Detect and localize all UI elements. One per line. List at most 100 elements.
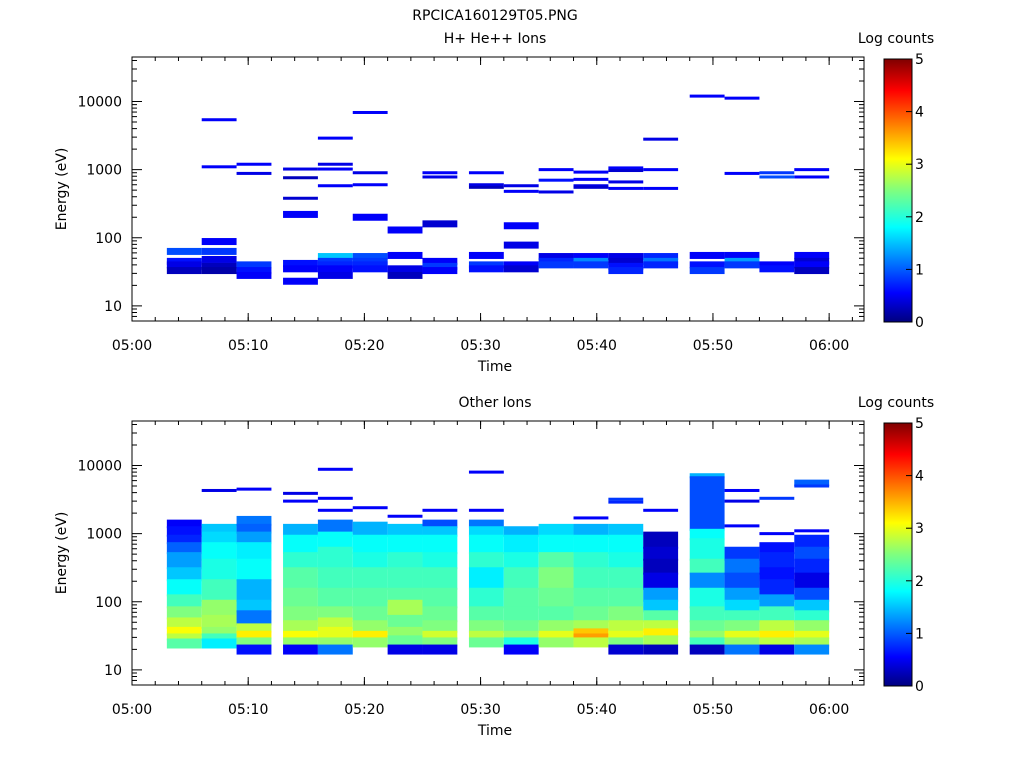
heatmap-cell: [689, 94, 725, 98]
heatmap-cell: [503, 630, 539, 640]
heatmap-cell: [468, 637, 504, 648]
heatmap-cell: [573, 637, 609, 648]
y-tick-label: 10: [104, 299, 122, 315]
colorbar-label: Log counts: [858, 31, 934, 47]
heatmap-cell: [573, 534, 609, 555]
heatmap-cell: [352, 567, 388, 590]
heatmap-cell: [608, 606, 644, 623]
heatmap-cell: [794, 168, 830, 172]
heatmap-cell: [759, 171, 795, 175]
x-axis-label: Time: [477, 723, 512, 739]
heatmap-cell: [608, 166, 644, 170]
heatmap-cell: [724, 251, 760, 259]
heatmap-cell: [573, 587, 609, 609]
heatmap-cell: [794, 572, 830, 590]
heatmap-cell: [352, 587, 388, 609]
heatmap-cell: [236, 542, 272, 561]
heatmap-cell: [422, 220, 458, 228]
colorbar-tick-label: 3: [915, 157, 924, 173]
heatmap-cell: [387, 552, 423, 570]
heatmap-cell: [794, 558, 830, 575]
heatmap-cell: [794, 484, 830, 488]
heatmap-cell: [643, 599, 679, 613]
colorbar-tick-label: 1: [915, 262, 924, 278]
heatmap-cell: [643, 644, 679, 655]
heatmap-cell: [468, 567, 504, 590]
heatmap-cell: [317, 265, 353, 273]
heatmap-cell: [724, 558, 760, 575]
panel-title: Other Ions: [458, 395, 531, 411]
heatmap-cell: [608, 637, 644, 647]
heatmap-cell: [573, 177, 609, 181]
heatmap-cell: [794, 479, 830, 487]
colorbar: [883, 422, 913, 687]
heatmap-cell: [283, 265, 318, 273]
heatmap-cell: [468, 265, 504, 273]
heatmap-cell: [317, 626, 353, 640]
heatmap-cell: [352, 620, 388, 633]
x-tick-label: 05:50: [693, 338, 733, 354]
heatmap-cell: [422, 587, 458, 609]
heatmap-cell: [538, 606, 574, 623]
colorbar-label: Log counts: [858, 395, 934, 411]
heatmap-cell: [503, 261, 539, 269]
y-axis-label: Energy (eV): [54, 148, 70, 231]
heatmap-cell: [573, 606, 609, 623]
heatmap-cell: [643, 508, 679, 512]
heatmap-cell: [573, 261, 609, 269]
heatmap-cell: [352, 171, 388, 175]
heatmap-cell: [166, 638, 202, 649]
y-axis-ticks: 10 100 1000 10000: [77, 59, 864, 322]
heatmap-cell: [317, 271, 353, 279]
heatmap-cell: [283, 259, 318, 267]
heatmap-cell: [236, 644, 272, 655]
heatmap-cell: [352, 261, 388, 269]
heatmap-cell: [201, 165, 237, 169]
heatmap-cell: [794, 546, 830, 561]
heatmap-cell: [794, 620, 830, 633]
heatmap-cell: [643, 531, 679, 549]
heatmap-cell: [643, 558, 679, 575]
heatmap-cell: [236, 515, 272, 526]
heatmap-cell: [468, 534, 504, 555]
figure-title: RPCICA160129T05.PNG: [412, 8, 577, 24]
heatmap-cell: [422, 257, 458, 265]
heatmap-cell: [794, 261, 830, 269]
heatmap-cell: [422, 606, 458, 623]
heatmap-cell: [643, 610, 679, 623]
heatmap-cell: [759, 265, 795, 273]
heatmap-cell: [503, 222, 539, 230]
y-tick-label: 1000: [86, 163, 122, 179]
heatmap-cell: [387, 265, 423, 273]
x-tick-label: 05:40: [577, 702, 617, 718]
heatmap-cell: [387, 587, 423, 602]
heatmap-cell: [794, 630, 830, 640]
heatmap-cell: [468, 552, 504, 570]
heatmap-cell: [468, 185, 504, 189]
colorbar-tick-label: 1: [915, 626, 924, 642]
heatmap-cell: [387, 626, 423, 638]
y-tick-label: 10: [104, 663, 122, 679]
heatmap-cell: [759, 606, 795, 623]
heatmap-cell: [724, 572, 760, 590]
heatmap-cell: [608, 644, 644, 655]
heatmap-cell: [538, 552, 574, 570]
heatmap-cell: [538, 261, 574, 269]
heatmap-cell: [283, 552, 318, 570]
heatmap-cell: [759, 594, 795, 609]
spectrogram-cells: [166, 94, 830, 285]
heatmap-cell: [759, 175, 795, 179]
heatmap-cell: [608, 523, 644, 537]
heatmap-cell: [236, 531, 272, 545]
heatmap-cell: [608, 253, 644, 261]
heatmap-cell: [422, 644, 458, 655]
heatmap-cell: [236, 171, 272, 175]
heatmap-cell: [352, 521, 388, 537]
x-tick-label: 06:00: [809, 702, 849, 718]
heatmap-cell: [689, 630, 725, 640]
y-tick-label: 100: [95, 595, 122, 611]
heatmap-cell: [608, 552, 644, 570]
x-tick-label: 05:30: [460, 338, 500, 354]
heatmap-cell: [689, 473, 725, 479]
